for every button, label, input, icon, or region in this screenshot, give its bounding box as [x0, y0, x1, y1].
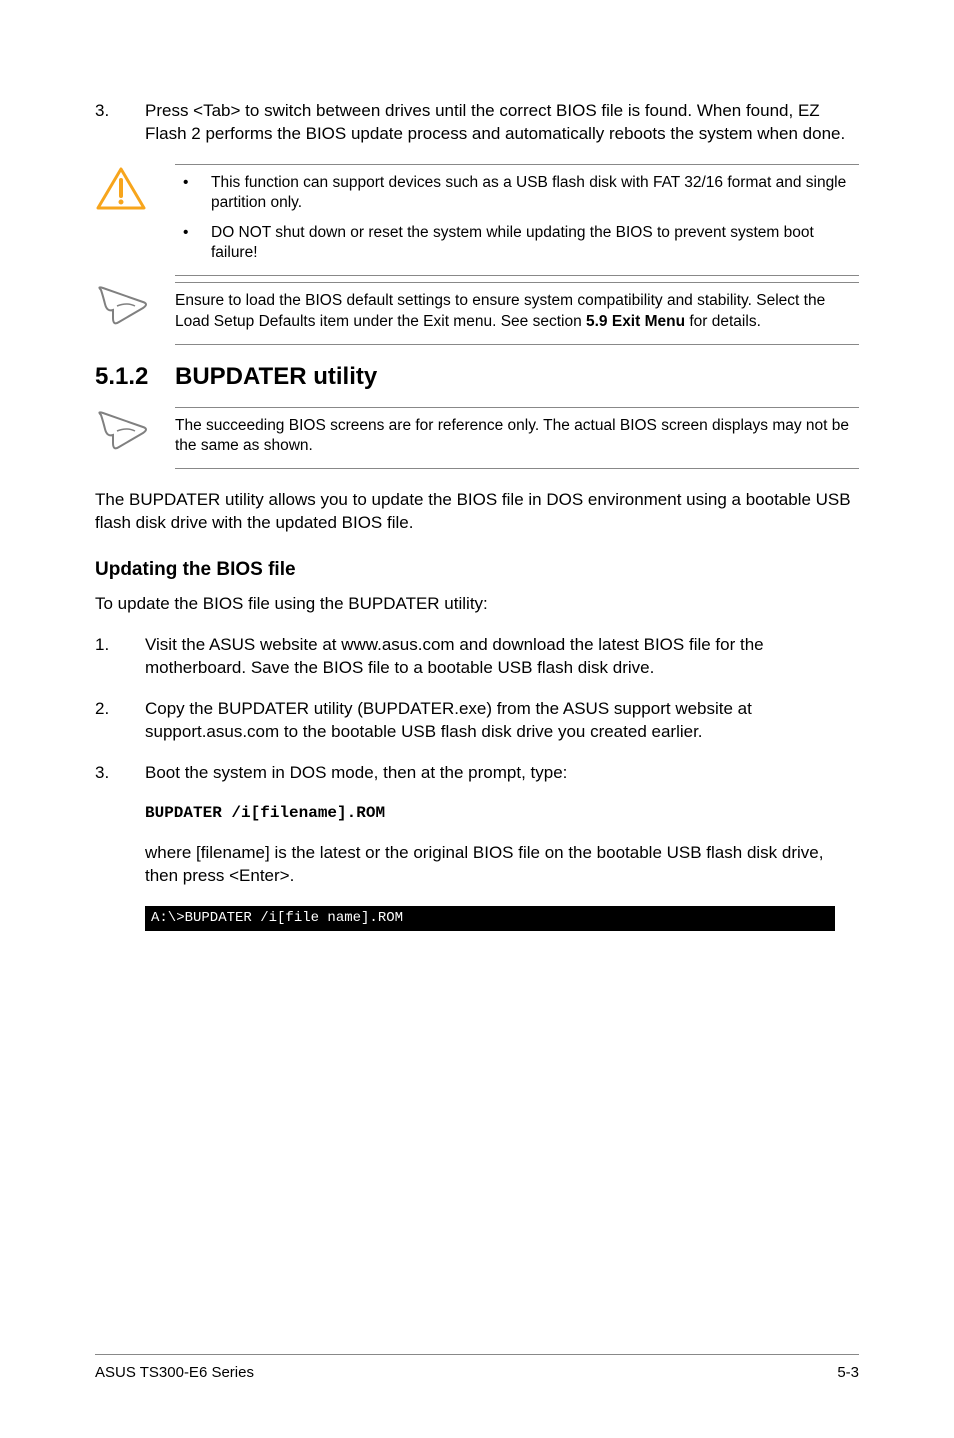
step-text: Visit the ASUS website at www.asus.com a… [145, 634, 859, 680]
update-step-1: 1. Visit the ASUS website at www.asus.co… [95, 634, 859, 680]
note-callout-1: Ensure to load the BIOS default settings… [95, 282, 859, 344]
note-callout-2: The succeeding BIOS screens are for refe… [95, 407, 859, 469]
command-text: BUPDATER /i[filename].ROM [145, 803, 859, 825]
caution-text: This function can support devices such a… [211, 173, 859, 213]
step-number: 3. [95, 762, 145, 785]
sub-intro: To update the BIOS file using the BUPDAT… [95, 593, 859, 616]
section-heading: 5.1.2 BUPDATER utility [95, 361, 859, 393]
update-step-3: 3. Boot the system in DOS mode, then at … [95, 762, 859, 785]
step-text: Boot the system in DOS mode, then at the… [145, 762, 859, 785]
step-number: 2. [95, 698, 145, 744]
update-step-2: 2. Copy the BUPDATER utility (BUPDATER.e… [95, 698, 859, 744]
caution-text: DO NOT shut down or reset the system whi… [211, 223, 859, 263]
caution-bullet: • DO NOT shut down or reset the system w… [175, 223, 859, 263]
step-number: 1. [95, 634, 145, 680]
page-footer: ASUS TS300-E6 Series 5-3 [95, 1354, 859, 1383]
sub-heading: Updating the BIOS file [95, 557, 859, 583]
footer-right: 5-3 [837, 1363, 859, 1383]
note-icon [95, 282, 175, 326]
caution-icon [95, 164, 175, 212]
terminal-output: A:\>BUPDATER /i[file name].ROM [145, 906, 835, 931]
note-text-post: for details. [685, 313, 761, 330]
note-body: The succeeding BIOS screens are for refe… [175, 407, 859, 469]
note-bold: 5.9 Exit Menu [586, 313, 685, 330]
section-title: BUPDATER utility [175, 361, 377, 393]
command-note: where [filename] is the latest or the or… [145, 842, 859, 888]
caution-body: • This function can support devices such… [175, 164, 859, 277]
step-3: 3. Press <Tab> to switch between drives … [95, 100, 859, 146]
step-text: Copy the BUPDATER utility (BUPDATER.exe)… [145, 698, 859, 744]
step-text: Press <Tab> to switch between drives unt… [145, 100, 859, 146]
step-number: 3. [95, 100, 145, 146]
caution-callout: • This function can support devices such… [95, 164, 859, 277]
footer-left: ASUS TS300-E6 Series [95, 1363, 254, 1383]
note-icon [95, 407, 175, 451]
note-body: Ensure to load the BIOS default settings… [175, 282, 859, 344]
section-number: 5.1.2 [95, 361, 175, 393]
caution-bullet: • This function can support devices such… [175, 173, 859, 213]
intro-paragraph: The BUPDATER utility allows you to updat… [95, 489, 859, 535]
